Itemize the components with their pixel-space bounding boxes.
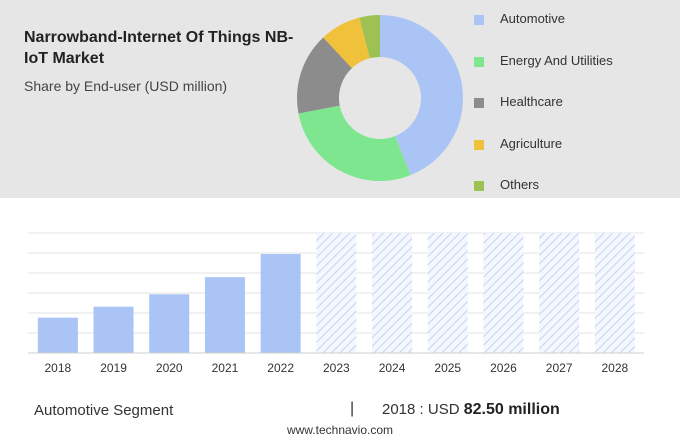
summary-panel: Narrowband-Internet Of Things NB-IoT Mar… [0,0,680,198]
forecast-bar [539,233,580,353]
segment-value-amount: 82.50 million [463,401,560,418]
chart-subtitle: Share by End-user (USD million) [24,78,228,94]
legend-swatch [474,56,484,67]
legend-swatch [474,181,484,191]
donut-chart [297,15,463,181]
legend-item: Energy And Utilities [474,52,674,72]
chart-title: Narrowband-Internet Of Things NB-IoT Mar… [24,29,294,67]
x-tick-label: 2028 [601,361,628,375]
legend-item: Agriculture [474,135,674,155]
segment-label: Automotive Segment [34,402,174,419]
legend-swatch [474,15,484,25]
x-tick-label: 2020 [156,361,183,375]
x-tick-label: 2024 [379,361,406,375]
bar [93,306,134,353]
x-tick-label: 2021 [212,361,239,375]
legend-label: Energy And Utilities [500,52,613,68]
pie-slice [298,105,411,181]
watermark: www.technavio.com [286,423,394,437]
segment-year-label: 2018 : USD [382,401,460,418]
bar-chart: 2018 2019 2020 2021 2022 2023 2024 2025 2026 2027… [28,232,644,375]
legend-label: Agriculture [500,135,563,151]
legend-item: Others [474,176,674,196]
forecast-bar [316,233,357,353]
x-tick-label: 2023 [323,361,350,375]
x-tick-label: 2025 [434,361,461,375]
pie-slice [359,15,380,59]
forecast-bar [594,233,635,353]
footer-separator: | [350,400,355,417]
forecast-bar [372,233,413,353]
pie-slice [323,17,370,69]
x-tick-label: 2022 [267,361,294,375]
pie-slice [297,37,352,114]
bar [260,254,301,353]
legend-label: Healthcare [500,94,563,109]
x-tick-label: 2019 [100,361,127,375]
x-tick-label: 2018 [44,361,71,375]
bar [149,294,190,353]
legend-item: Automotive [474,10,674,30]
forecast-bar [483,233,524,353]
legend-item: Healthcare [474,93,674,113]
bar [37,317,78,353]
legend-swatch [474,98,484,108]
pie-slice [380,15,463,176]
bar [204,277,245,353]
legend-label: Automotive [500,11,566,26]
x-tick-label: 2027 [546,361,573,375]
segment-value: 2018 : USD 82.50 million [382,401,560,419]
forecast-bar [427,233,468,353]
legend-swatch [474,139,484,150]
legend-label: Others [500,177,540,192]
x-tick-label: 2026 [490,361,517,375]
